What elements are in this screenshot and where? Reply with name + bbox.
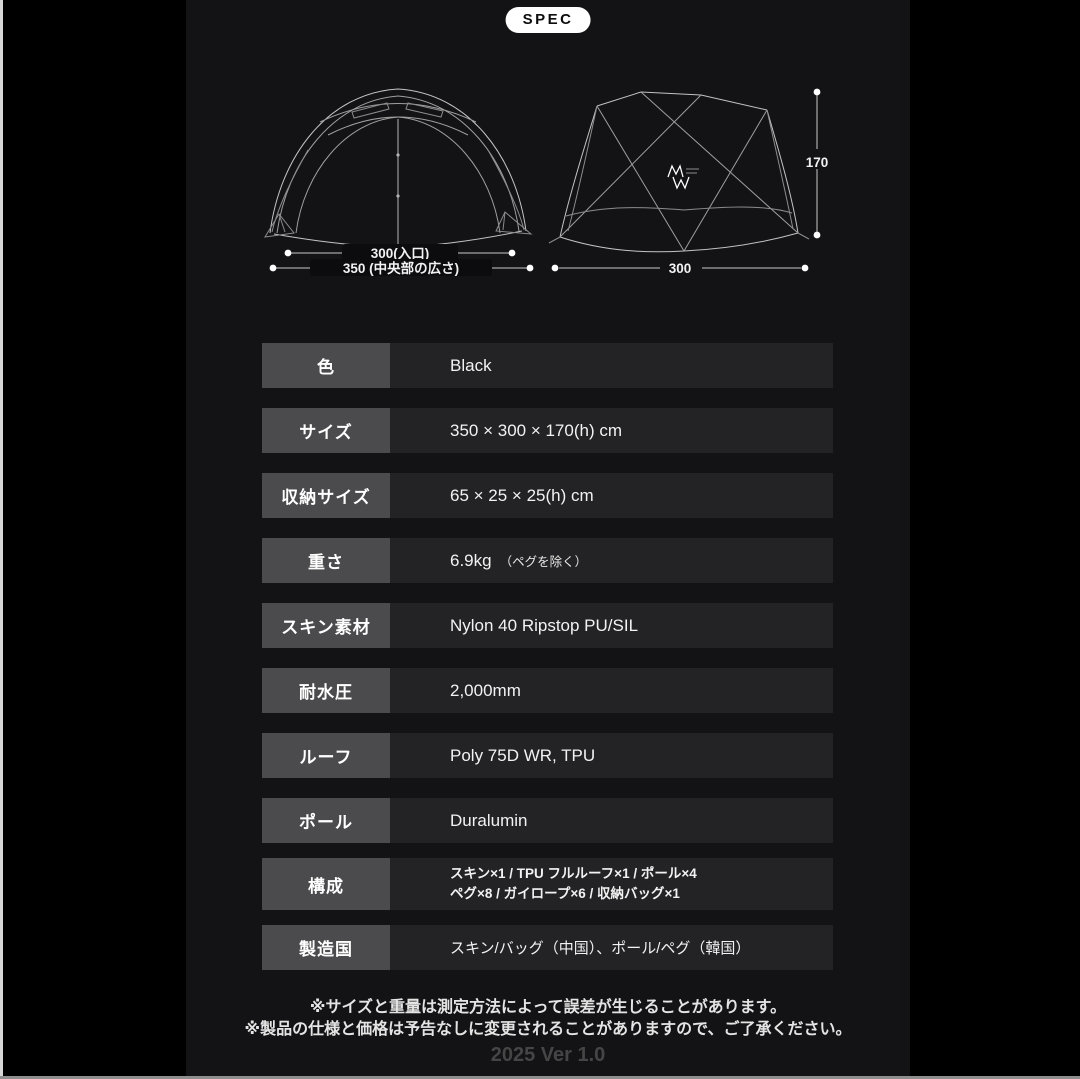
side-view-dimension-height: 170 — [806, 88, 829, 239]
tent-side-view-diagram — [548, 91, 810, 253]
spec-row-value: Nylon 40 Ripstop PU/SIL — [390, 603, 833, 648]
spec-row: 構成 スキン×1 / TPU フルルーフ×1 / ポール×4 ペグ×8 / ガイロ… — [262, 858, 833, 910]
spec-row: ポール Duralumin — [262, 798, 833, 843]
spec-row-value: 350 × 300 × 170(h) cm — [390, 408, 833, 453]
spec-row-label: ポール — [262, 798, 390, 843]
spec-row-label: 構成 — [262, 858, 390, 910]
spec-row-value: Poly 75D WR, TPU — [390, 733, 833, 778]
depth-label: 300 — [669, 261, 692, 276]
spec-row: 収納サイズ 65 × 25 × 25(h) cm — [262, 473, 833, 518]
spec-row-label: サイズ — [262, 408, 390, 453]
spec-row: 製造国 スキン/バッグ（中国）、ポール/ペグ（韓国） — [262, 925, 833, 970]
spec-row-value: スキン×1 / TPU フルルーフ×1 / ポール×4 ペグ×8 / ガイロープ×… — [390, 858, 833, 910]
spec-row: 重さ 6.9kg （ペグを除く） — [262, 538, 833, 583]
spec-sheet-canvas: SPEC — [186, 0, 910, 1079]
entrance-width-label: 300(入口) — [371, 246, 430, 261]
spec-row: サイズ 350 × 300 × 170(h) cm — [262, 408, 833, 453]
brand-logo-icon — [667, 164, 699, 190]
footnote-line-2: ※製品の仕様と価格は予告なしに変更されることがありますので、ご了承ください。 — [244, 1021, 852, 1039]
bottom-edge-highlight — [0, 1076, 1080, 1079]
tent-front-view-diagram — [264, 88, 533, 248]
spec-row: スキン素材 Nylon 40 Ripstop PU/SIL — [262, 603, 833, 648]
spec-table: 色 Black サイズ 350 × 300 × 170(h) cm 収納サイズ … — [262, 343, 833, 990]
spec-row-value: スキン/バッグ（中国）、ポール/ペグ（韓国） — [390, 925, 833, 970]
spec-row-label: 収納サイズ — [262, 473, 390, 518]
spec-row: ルーフ Poly 75D WR, TPU — [262, 733, 833, 778]
side-view-dimension-depth: 300 — [551, 261, 809, 276]
spec-row-value: 6.9kg （ペグを除く） — [390, 538, 833, 583]
spec-row-label: スキン素材 — [262, 603, 390, 648]
spec-row: 色 Black — [262, 343, 833, 388]
spec-row-value: Black — [390, 343, 833, 388]
spec-row-value: 2,000mm — [390, 668, 833, 713]
version-label: 2025 Ver 1.0 — [490, 1044, 606, 1066]
spec-row-value: Duralumin — [390, 798, 833, 843]
spec-row: 耐水圧 2,000mm — [262, 668, 833, 713]
height-label: 170 — [806, 155, 829, 170]
footnotes: ※サイズと重量は測定方法によって誤差が生じることがあります。 ※製品の仕様と価格… — [186, 997, 910, 1041]
front-view-dimension-center-width: 350 (中央部の広さ) — [269, 259, 534, 276]
left-edge-highlight — [0, 0, 3, 1079]
spec-badge: SPEC — [505, 7, 591, 33]
center-width-label: 350 (中央部の広さ) — [343, 260, 459, 276]
front-view-dimension-entrance: 300(入口) — [284, 244, 516, 261]
spec-row-label: 色 — [262, 343, 390, 388]
spec-badge-label: SPEC — [522, 11, 574, 28]
spec-row-label: 重さ — [262, 538, 390, 583]
spec-row-label: ルーフ — [262, 733, 390, 778]
footnote-line-1: ※サイズと重量は測定方法によって誤差が生じることがあります。 — [309, 999, 787, 1016]
tent-diagrams: 300(入口) 350 (中央部の広さ) — [264, 88, 829, 276]
spec-row-label: 製造国 — [262, 925, 390, 970]
spec-row-label: 耐水圧 — [262, 668, 390, 713]
spec-row-value: 65 × 25 × 25(h) cm — [390, 473, 833, 518]
